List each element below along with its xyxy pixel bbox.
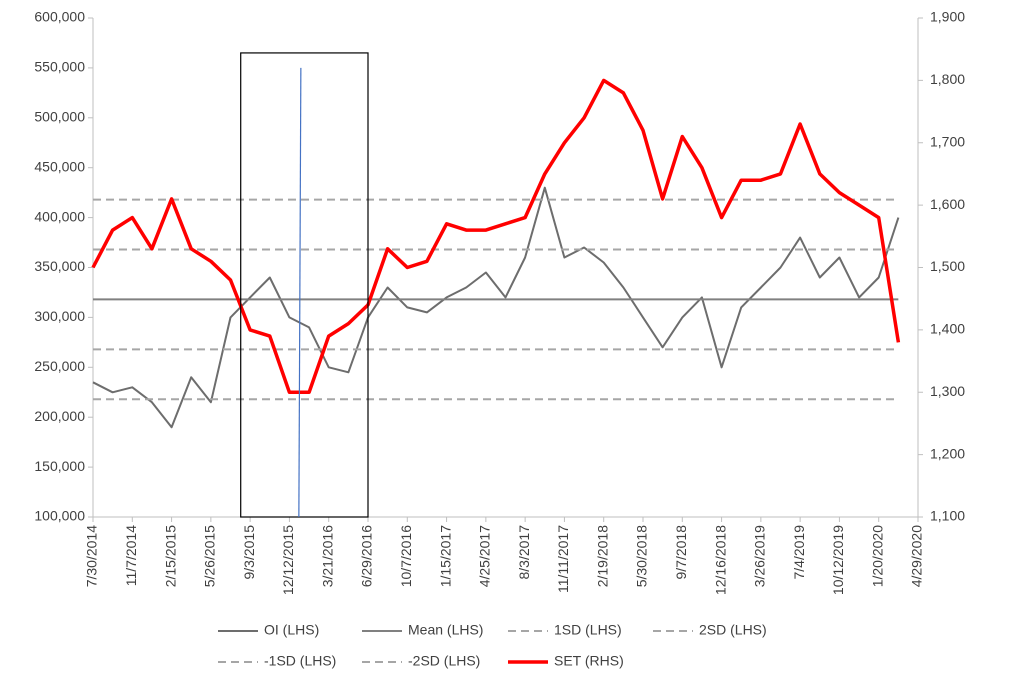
legend-label: OI (LHS)	[264, 622, 319, 638]
y2-tick-label: 1,300	[930, 383, 965, 399]
y-tick-label: 350,000	[34, 258, 85, 274]
x-tick-label: 6/29/2016	[359, 525, 375, 587]
x-tick-label: 7/30/2014	[84, 525, 100, 587]
x-tick-label: 2/15/2015	[162, 525, 178, 587]
x-tick-label: 9/7/2018	[673, 525, 689, 580]
y2-tick-label: 1,700	[930, 133, 965, 149]
y-tick-label: 400,000	[34, 208, 85, 224]
x-tick-label: 12/16/2018	[712, 525, 728, 595]
y-tick-label: 300,000	[34, 308, 85, 324]
marker-line	[298, 67, 302, 518]
y-tick-label: 200,000	[34, 408, 85, 424]
y2-tick-label: 1,100	[930, 508, 965, 524]
x-tick-label: 7/4/2019	[791, 525, 807, 580]
y-tick-label: 150,000	[34, 458, 85, 474]
y2-tick-label: 1,500	[930, 258, 965, 274]
x-tick-label: 10/7/2016	[398, 525, 414, 587]
legend-label: 1SD (LHS)	[554, 622, 622, 638]
legend-label: Mean (LHS)	[408, 622, 483, 638]
y2-tick-label: 1,400	[930, 321, 965, 337]
x-tick-label: 1/15/2017	[437, 525, 453, 587]
y-tick-label: 600,000	[34, 9, 85, 25]
x-tick-label: 5/26/2015	[202, 525, 218, 587]
y2-tick-label: 1,600	[930, 196, 965, 212]
y2-tick-label: 1,900	[930, 9, 965, 25]
legend-label: -1SD (LHS)	[264, 653, 336, 669]
x-tick-label: 12/12/2015	[280, 525, 296, 595]
series-line	[92, 186, 900, 429]
x-tick-label: 10/12/2019	[830, 525, 846, 595]
x-tick-label: 3/21/2016	[319, 525, 335, 587]
x-tick-label: 4/25/2017	[477, 525, 493, 587]
x-tick-label: 5/30/2018	[634, 525, 650, 587]
y2-tick-label: 1,800	[930, 71, 965, 87]
x-tick-label: 11/11/2017	[555, 525, 571, 593]
x-tick-label: 2/19/2018	[594, 525, 610, 587]
y-tick-label: 550,000	[34, 59, 85, 75]
legend-label: 2SD (LHS)	[699, 622, 767, 638]
highlight-box	[240, 52, 369, 518]
x-tick-label: 8/3/2017	[516, 525, 532, 580]
y2-tick-label: 1,200	[930, 445, 965, 461]
y-tick-label: 450,000	[34, 158, 85, 174]
x-tick-label: 4/29/2020	[909, 525, 925, 587]
x-tick-label: 9/3/2015	[241, 525, 257, 580]
y-tick-label: 100,000	[34, 508, 85, 524]
series-line	[91, 78, 901, 395]
legend-label: SET (RHS)	[554, 653, 624, 669]
legend-label: -2SD (LHS)	[408, 653, 480, 669]
y-tick-label: 250,000	[34, 358, 85, 374]
x-tick-label: 1/20/2020	[869, 525, 885, 587]
x-tick-label: 3/26/2019	[752, 525, 768, 587]
y-tick-label: 500,000	[34, 109, 85, 125]
x-tick-label: 11/7/2014	[123, 525, 139, 586]
